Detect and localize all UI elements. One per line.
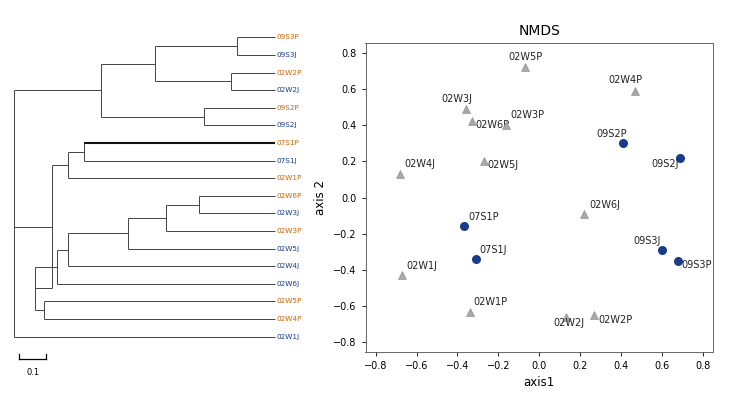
Text: 02W6J: 02W6J [589, 200, 620, 210]
Text: 09S3J: 09S3J [633, 235, 660, 246]
Text: 0.1: 0.1 [26, 368, 39, 377]
Text: 09S2J: 09S2J [651, 158, 679, 169]
Text: 09S3P: 09S3P [682, 260, 712, 270]
Text: 09S3J: 09S3J [276, 52, 297, 58]
Text: 02W5J: 02W5J [488, 160, 519, 170]
Text: 09S2P: 09S2P [596, 129, 627, 139]
Text: 02W3P: 02W3P [510, 111, 545, 120]
Text: 02W3P: 02W3P [276, 228, 301, 234]
Text: 09S2P: 09S2P [276, 105, 299, 111]
Text: 02W1P: 02W1P [474, 297, 507, 307]
Text: 02W5P: 02W5P [509, 52, 542, 62]
Title: NMDS: NMDS [518, 24, 560, 38]
Text: 02W1J: 02W1J [406, 261, 437, 271]
Text: 02W3J: 02W3J [441, 94, 472, 104]
Text: 02W4J: 02W4J [404, 160, 435, 169]
Text: 02W1J: 02W1J [276, 333, 299, 340]
Y-axis label: axis 2: axis 2 [314, 180, 327, 215]
Text: 07S1J: 07S1J [480, 246, 507, 256]
Text: 07S1P: 07S1P [276, 140, 299, 146]
Text: 02W2J: 02W2J [553, 318, 585, 328]
Text: 02W2P: 02W2P [276, 70, 301, 75]
Text: 02W6P: 02W6P [276, 193, 301, 199]
Text: 02W4P: 02W4P [608, 75, 643, 85]
Text: 02W5P: 02W5P [276, 298, 301, 304]
Text: 02W4P: 02W4P [276, 316, 301, 322]
Text: 02W6J: 02W6J [276, 281, 299, 287]
X-axis label: axis1: axis1 [523, 376, 555, 389]
Text: 02W3J: 02W3J [276, 211, 299, 216]
Text: 02W6P: 02W6P [475, 120, 510, 130]
Text: 02W2P: 02W2P [598, 315, 632, 325]
Text: 09S3P: 09S3P [276, 34, 299, 40]
Text: 07S1J: 07S1J [276, 158, 297, 164]
Text: 02W5J: 02W5J [276, 246, 299, 252]
Text: 02W1P: 02W1P [276, 175, 301, 181]
Text: 09S2J: 09S2J [276, 122, 297, 128]
Text: 02W2J: 02W2J [276, 87, 299, 93]
Text: 07S1P: 07S1P [469, 212, 499, 222]
Text: 02W4J: 02W4J [276, 263, 299, 269]
